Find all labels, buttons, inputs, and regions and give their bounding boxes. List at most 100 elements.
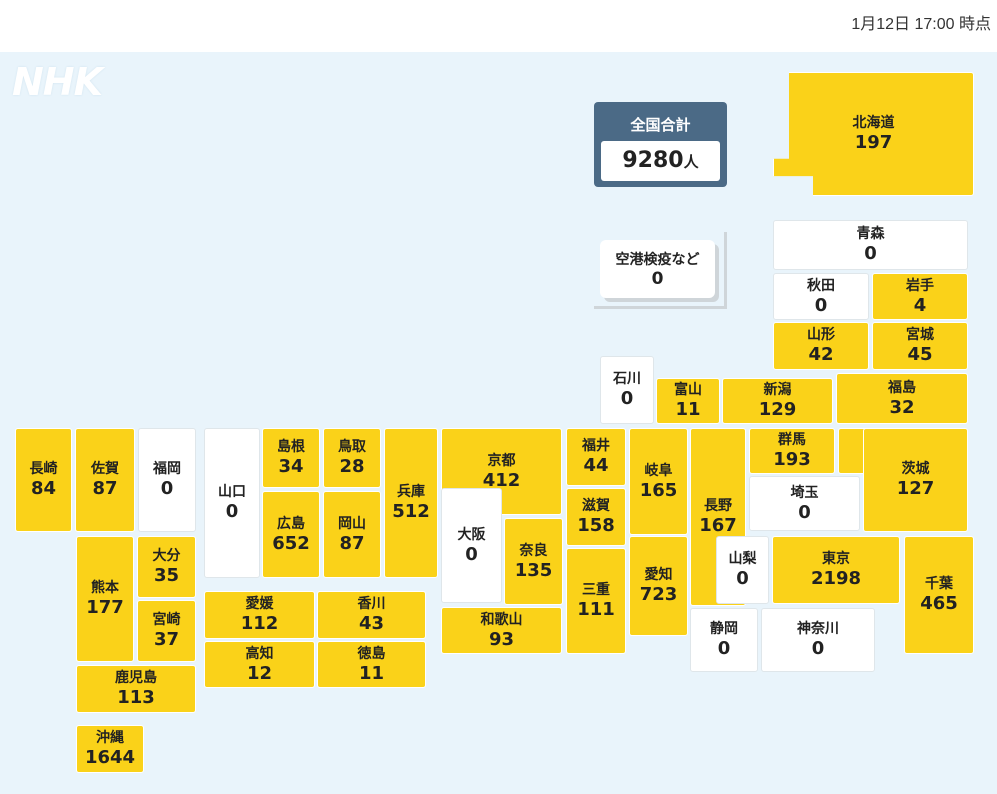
national-total-box: 全国合計 9280人 <box>594 102 727 187</box>
prefecture-ibaraki[interactable]: 茨城 127 <box>863 428 968 532</box>
prefecture-yamagata[interactable]: 山形 42 <box>773 322 869 370</box>
prefecture-fukushima[interactable]: 福島 32 <box>836 373 968 424</box>
prefecture-count: 11 <box>358 662 385 684</box>
prefecture-count: 0 <box>620 388 634 409</box>
prefecture-niigata[interactable]: 新潟 129 <box>722 378 833 424</box>
nhk-logo: NHK <box>12 60 103 104</box>
prefecture-tokushima[interactable]: 徳島 11 <box>317 641 426 688</box>
national-total-value: 9280人 <box>601 141 720 181</box>
prefecture-name: 埼玉 <box>790 484 819 501</box>
national-total-unit: 人 <box>683 153 699 171</box>
prefecture-tokyo[interactable]: 東京 2198 <box>772 536 900 604</box>
prefecture-name: 静岡 <box>710 621 738 637</box>
prefecture-name: 愛媛 <box>245 596 274 612</box>
prefecture-miyagi[interactable]: 宮城 45 <box>872 322 968 370</box>
prefecture-name: 宮崎 <box>152 612 181 628</box>
prefecture-count: 165 <box>639 479 678 501</box>
prefecture-count: 42 <box>808 344 834 365</box>
prefecture-count: 87 <box>92 478 118 499</box>
prefecture-count: 28 <box>339 456 365 477</box>
airport-quarantine-cell[interactable]: 空港検疫など 0 <box>600 240 715 298</box>
prefecture-nagasaki[interactable]: 長崎 84 <box>15 428 72 532</box>
prefecture-fukuoka[interactable]: 福岡 0 <box>138 428 196 532</box>
prefecture-count: 1644 <box>84 747 136 768</box>
prefecture-saitama[interactable]: 埼玉 0 <box>749 476 860 531</box>
prefecture-kochi[interactable]: 高知 12 <box>204 641 315 688</box>
prefecture-name: 沖縄 <box>96 730 124 746</box>
prefecture-name: 和歌山 <box>480 611 523 628</box>
prefecture-akita[interactable]: 秋田 0 <box>773 273 869 320</box>
prefecture-name: 山梨 <box>728 551 757 567</box>
prefecture-shimane[interactable]: 島根 34 <box>262 428 320 488</box>
prefecture-name: 青森 <box>856 226 885 242</box>
prefecture-oita[interactable]: 大分 35 <box>137 536 196 598</box>
prefecture-toyama[interactable]: 富山 11 <box>656 378 720 424</box>
prefecture-count: 32 <box>889 396 915 418</box>
prefecture-count: 167 <box>699 515 737 536</box>
prefecture-ishikawa[interactable]: 石川 0 <box>600 356 654 424</box>
prefecture-name: 佐賀 <box>91 461 119 477</box>
prefecture-count: 45 <box>907 344 933 365</box>
prefecture-aichi[interactable]: 愛知 723 <box>629 536 688 636</box>
prefecture-saga[interactable]: 佐賀 87 <box>75 428 135 532</box>
prefecture-miyazaki[interactable]: 宮崎 37 <box>137 600 196 662</box>
timestamp: 1月12日 17:00 時点 <box>851 16 991 33</box>
prefecture-fukui[interactable]: 福井 44 <box>566 428 626 486</box>
prefecture-chiba[interactable]: 千葉 465 <box>904 536 974 654</box>
prefecture-okinawa[interactable]: 沖縄 1644 <box>76 725 144 773</box>
airport-quarantine-count: 0 <box>651 269 664 289</box>
prefecture-wakayama[interactable]: 和歌山 93 <box>441 607 562 654</box>
prefecture-kanagawa[interactable]: 神奈川 0 <box>761 608 875 672</box>
prefecture-count: 112 <box>240 613 279 634</box>
prefecture-name: 富山 <box>674 382 702 398</box>
prefecture-hokkaido[interactable]: 北海道 197 <box>773 72 974 196</box>
prefecture-kumamoto[interactable]: 熊本 177 <box>76 536 134 662</box>
prefecture-count: 0 <box>160 478 174 499</box>
prefecture-name: 長崎 <box>29 461 58 477</box>
prefecture-gunma[interactable]: 群馬 193 <box>749 428 835 474</box>
prefecture-shizuoka[interactable]: 静岡 0 <box>690 608 758 672</box>
prefecture-count: 93 <box>488 628 515 650</box>
prefecture-nara[interactable]: 奈良 135 <box>504 518 563 605</box>
prefecture-name: 福島 <box>888 379 916 396</box>
prefecture-name: 宮城 <box>906 327 934 343</box>
prefecture-okayama[interactable]: 岡山 87 <box>323 491 381 578</box>
prefecture-name: 大分 <box>152 548 181 564</box>
prefecture-hyogo[interactable]: 兵庫 512 <box>384 428 438 578</box>
prefecture-count: 12 <box>246 662 273 684</box>
prefecture-count: 0 <box>814 294 828 316</box>
prefecture-name: 大阪 <box>457 526 486 543</box>
prefecture-count: 0 <box>864 243 877 264</box>
prefecture-count: 177 <box>86 597 124 618</box>
prefecture-name: 岩手 <box>906 277 934 294</box>
prefecture-yamanashi[interactable]: 山梨 0 <box>716 536 769 604</box>
prefecture-name: 東京 <box>822 551 850 567</box>
prefecture-yamaguchi[interactable]: 山口 0 <box>204 428 260 578</box>
prefecture-shiga[interactable]: 滋賀 158 <box>566 488 626 546</box>
prefecture-kagawa[interactable]: 香川 43 <box>317 591 426 639</box>
prefecture-name: 山口 <box>218 484 246 500</box>
prefecture-kagoshima[interactable]: 鹿児島 113 <box>76 665 196 713</box>
prefecture-aomori[interactable]: 青森 0 <box>773 220 968 270</box>
prefecture-hiroshima[interactable]: 広島 652 <box>262 491 320 578</box>
prefecture-count: 2198 <box>810 568 862 589</box>
prefecture-ehime[interactable]: 愛媛 112 <box>204 591 315 639</box>
prefecture-name: 鳥取 <box>338 439 366 455</box>
prefecture-count: 127 <box>896 478 935 499</box>
prefecture-name: 北海道 <box>852 115 895 131</box>
prefecture-name: 石川 <box>613 371 641 387</box>
prefecture-mie[interactable]: 三重 111 <box>566 548 626 654</box>
prefecture-count: 512 <box>392 501 430 522</box>
prefecture-count: 197 <box>854 132 893 153</box>
prefecture-name: 鹿児島 <box>115 670 157 686</box>
prefecture-tottori[interactable]: 鳥取 28 <box>323 428 381 488</box>
prefecture-count: 0 <box>717 638 731 659</box>
prefecture-count: 37 <box>153 629 180 650</box>
prefecture-name: 福井 <box>582 438 610 454</box>
prefecture-osaka[interactable]: 大阪 0 <box>441 488 502 603</box>
national-total-count: 9280 <box>622 148 684 173</box>
prefecture-count: 135 <box>514 559 553 581</box>
prefecture-iwate[interactable]: 岩手 4 <box>872 273 968 320</box>
prefecture-gifu[interactable]: 岐阜 165 <box>629 428 688 535</box>
prefecture-name: 広島 <box>277 515 305 532</box>
